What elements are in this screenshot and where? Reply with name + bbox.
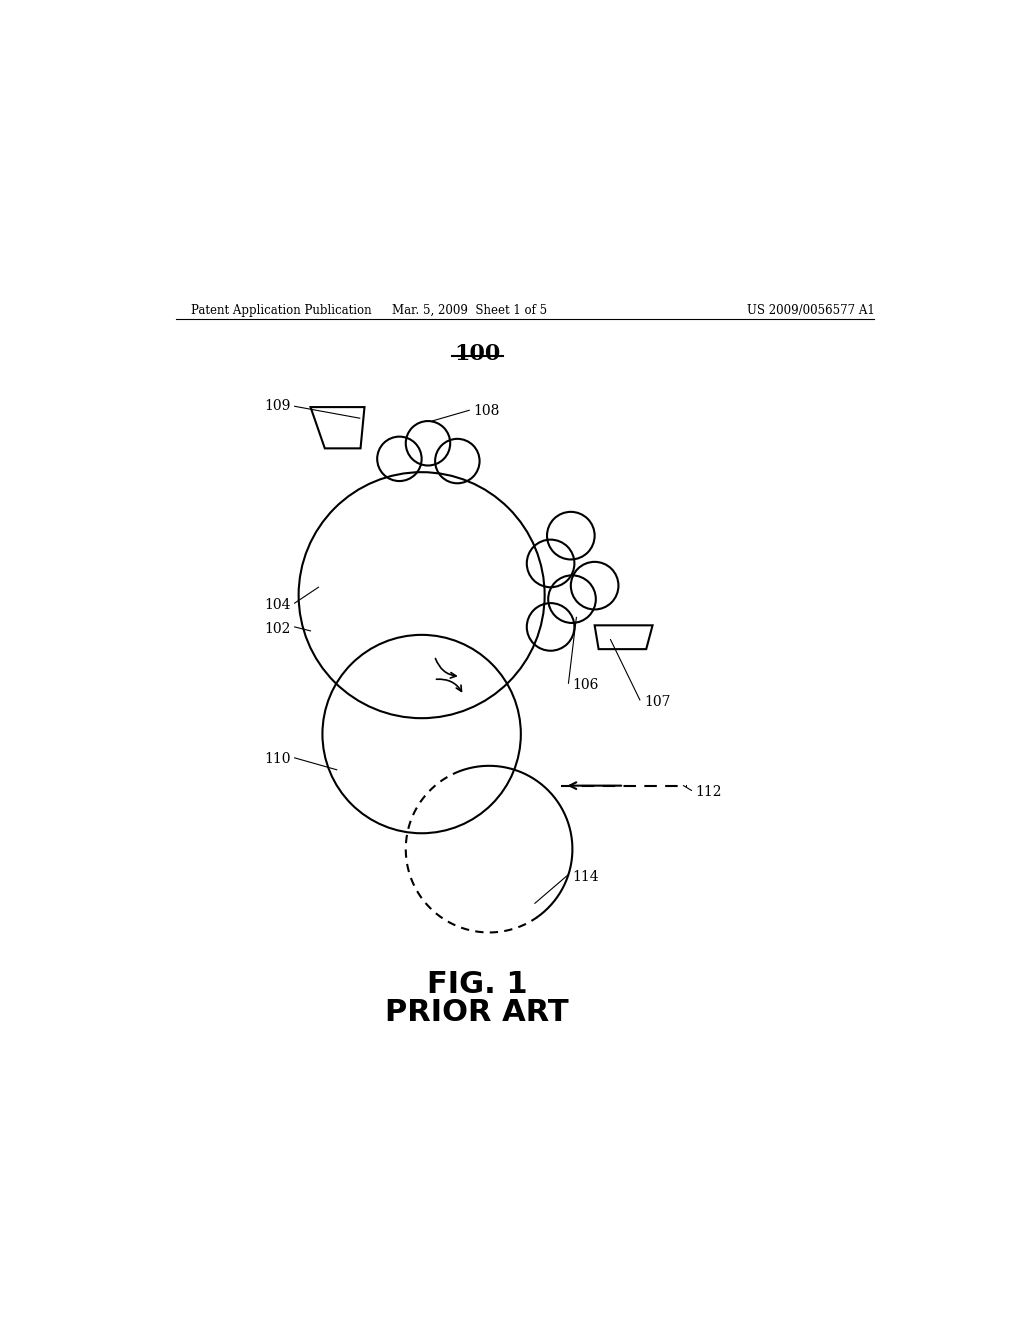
Text: PRIOR ART: PRIOR ART (385, 998, 569, 1027)
Text: 102: 102 (264, 622, 291, 635)
Text: Patent Application Publication: Patent Application Publication (191, 304, 372, 317)
Text: 109: 109 (264, 399, 291, 413)
Text: 107: 107 (644, 694, 671, 709)
Text: FIG. 1: FIG. 1 (427, 970, 527, 999)
Text: 114: 114 (572, 870, 599, 884)
Text: 100: 100 (454, 343, 501, 364)
Text: 104: 104 (264, 598, 291, 611)
Text: 112: 112 (695, 785, 722, 799)
Text: US 2009/0056577 A1: US 2009/0056577 A1 (748, 304, 874, 317)
Text: 110: 110 (264, 752, 291, 767)
Text: 106: 106 (572, 678, 599, 692)
Text: 108: 108 (473, 404, 500, 418)
Text: Mar. 5, 2009  Sheet 1 of 5: Mar. 5, 2009 Sheet 1 of 5 (392, 304, 547, 317)
